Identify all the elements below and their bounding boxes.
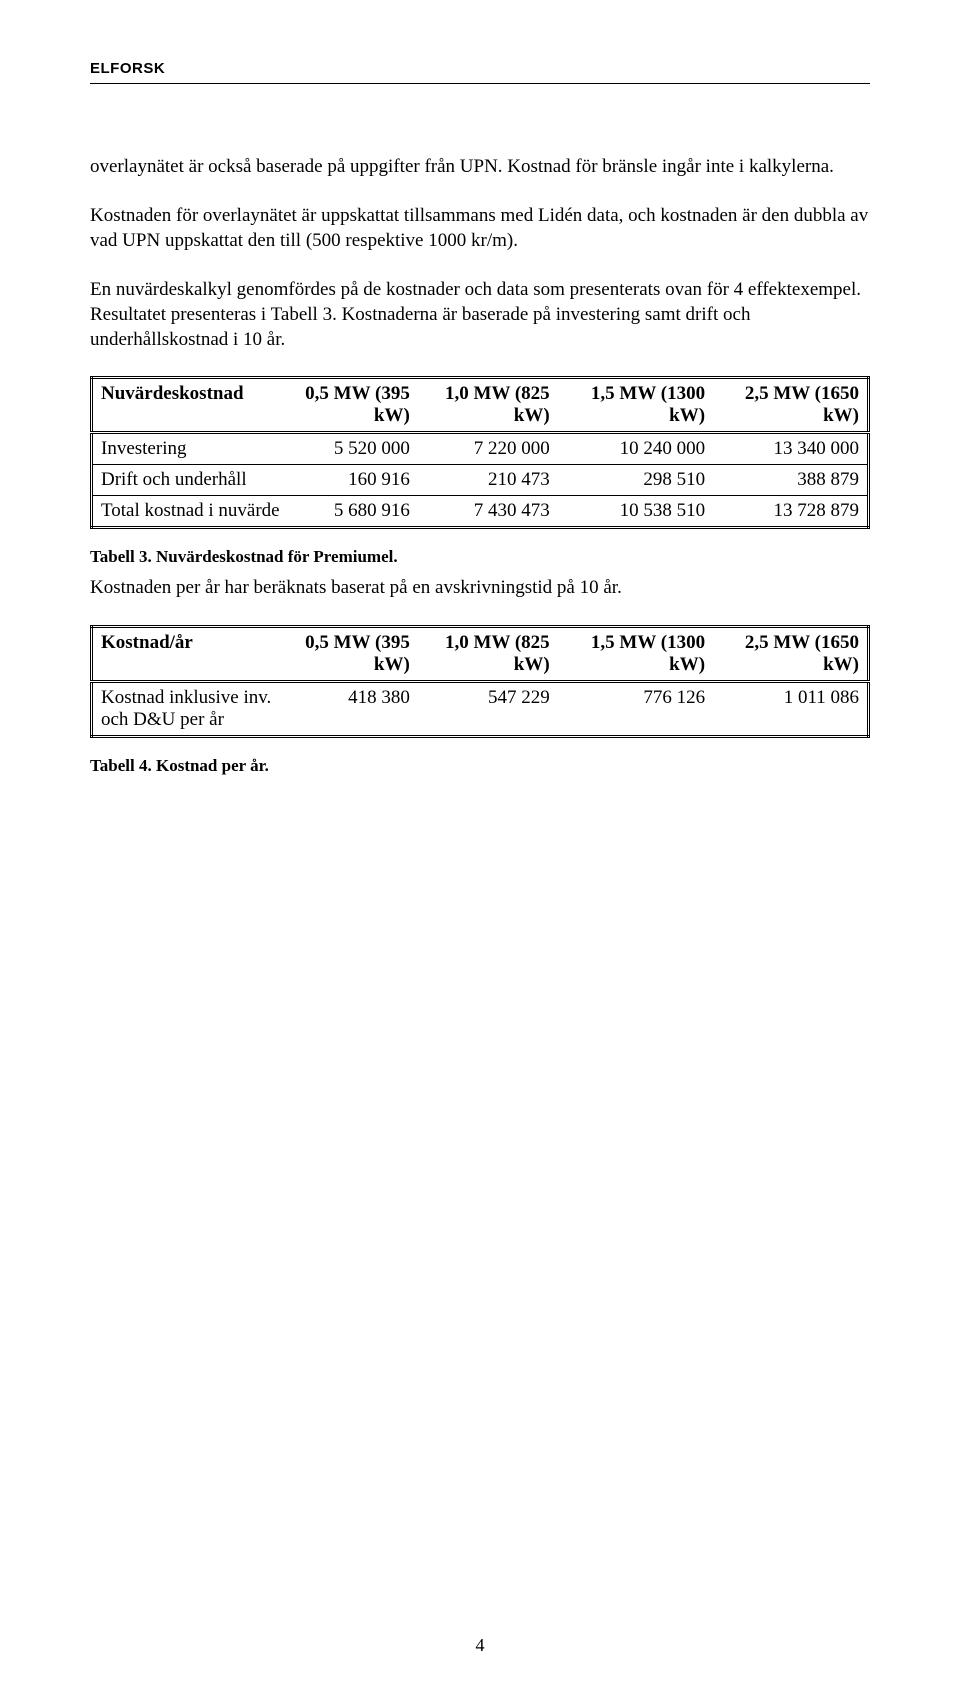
brand-header: ELFORSK: [90, 60, 870, 77]
table-nuvardeskostnad: Nuvärdeskostnad 0,5 MW (395 kW) 1,0 MW (…: [90, 376, 870, 529]
col-header-15mw: 1,5 MW (1300 kW): [558, 626, 713, 681]
cell: 160 916: [294, 465, 418, 496]
cell: 1 011 086: [713, 681, 868, 736]
col-header-05mw: 0,5 MW (395 kW): [294, 378, 418, 433]
cell: 10 240 000: [558, 433, 713, 465]
cell: 388 879: [713, 465, 868, 496]
paragraph-3: En nuvärdeskalkyl genomfördes på de kost…: [90, 277, 870, 352]
row-label: Total kostnad i nuvärde: [92, 496, 294, 528]
table4-caption: Tabell 4. Kostnad per år.: [90, 756, 870, 776]
cell: 13 340 000: [713, 433, 868, 465]
col-header-25mw: 2,5 MW (1650 kW): [713, 626, 868, 681]
paragraph-4: Kostnaden per år har beräknats baserat p…: [90, 575, 870, 600]
row-label: Drift och underhåll: [92, 465, 294, 496]
cell: 7 430 473: [418, 496, 558, 528]
col-header-label: Kostnad/år: [92, 626, 294, 681]
page-number: 4: [0, 1635, 960, 1656]
table-header-row: Kostnad/år 0,5 MW (395 kW) 1,0 MW (825 k…: [92, 626, 869, 681]
document-page: ELFORSK overlaynätet är också baserade p…: [0, 0, 960, 1690]
paragraph-2: Kostnaden för overlaynätet är uppskattat…: [90, 203, 870, 253]
col-header-25mw: 2,5 MW (1650 kW): [713, 378, 868, 433]
table-row: Total kostnad i nuvärde 5 680 916 7 430 …: [92, 496, 869, 528]
table-row: Kostnad inklusive inv. och D&U per år 41…: [92, 681, 869, 736]
table3-caption: Tabell 3. Nuvärdeskostnad för Premiumel.: [90, 547, 870, 567]
cell: 298 510: [558, 465, 713, 496]
table-row: Investering 5 520 000 7 220 000 10 240 0…: [92, 433, 869, 465]
cell: 13 728 879: [713, 496, 868, 528]
col-header-15mw: 1,5 MW (1300 kW): [558, 378, 713, 433]
row-label: Investering: [92, 433, 294, 465]
cell: 776 126: [558, 681, 713, 736]
col-header-10mw: 1,0 MW (825 kW): [418, 378, 558, 433]
cell: 5 680 916: [294, 496, 418, 528]
paragraph-1: overlaynätet är också baserade på uppgif…: [90, 154, 870, 179]
header-rule: [90, 83, 870, 84]
cell: 7 220 000: [418, 433, 558, 465]
cell: 210 473: [418, 465, 558, 496]
col-header-05mw: 0,5 MW (395 kW): [294, 626, 418, 681]
row-label: Kostnad inklusive inv. och D&U per år: [92, 681, 294, 736]
col-header-10mw: 1,0 MW (825 kW): [418, 626, 558, 681]
cell: 5 520 000: [294, 433, 418, 465]
cell: 418 380: [294, 681, 418, 736]
table-kostnad-per-ar: Kostnad/år 0,5 MW (395 kW) 1,0 MW (825 k…: [90, 625, 870, 738]
table-row: Drift och underhåll 160 916 210 473 298 …: [92, 465, 869, 496]
col-header-label: Nuvärdeskostnad: [92, 378, 294, 433]
table-header-row: Nuvärdeskostnad 0,5 MW (395 kW) 1,0 MW (…: [92, 378, 869, 433]
cell: 10 538 510: [558, 496, 713, 528]
cell: 547 229: [418, 681, 558, 736]
